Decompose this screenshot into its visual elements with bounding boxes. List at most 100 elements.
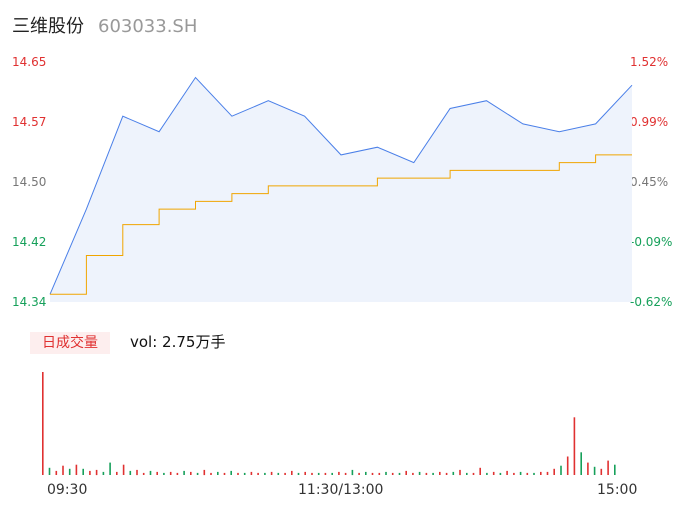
volume-bar (122, 464, 125, 475)
time-label-close: 15:00 (597, 482, 638, 498)
volume-bar (311, 472, 313, 475)
volume-bar (284, 472, 286, 475)
volume-bar (257, 472, 259, 475)
volume-bar (580, 452, 582, 475)
pct-tick-1: 0.99% (630, 115, 669, 129)
price-tick-3: 14.42 (12, 235, 47, 249)
volume-bar (513, 472, 515, 475)
volume-bar (573, 417, 576, 475)
volume-bar (163, 472, 165, 475)
volume-bar (479, 467, 481, 475)
volume-bar (250, 471, 253, 475)
volume-bar (499, 472, 502, 475)
pct-tick-0: 1.52% (630, 55, 669, 69)
volume-bar (600, 468, 603, 475)
volume-bar (566, 456, 569, 475)
volume-bar (183, 470, 185, 475)
volume-bar (371, 472, 374, 475)
pct-tick-4: -0.62% (630, 295, 673, 309)
price-tick-2: 14.50 (12, 175, 47, 189)
volume-bar (42, 372, 44, 475)
volume-bar (210, 472, 212, 475)
time-label-open: 09:30 (47, 482, 88, 498)
volume-bar (156, 471, 158, 475)
volume-bar (344, 472, 347, 475)
volume-bar (102, 471, 105, 475)
volume-bar (68, 468, 71, 475)
price-line (49, 76, 633, 295)
volume-bar (553, 468, 555, 475)
volume-bar (472, 472, 475, 475)
volume-bar (190, 471, 192, 475)
price-tick-4: 14.34 (12, 295, 47, 309)
volume-bar (270, 471, 273, 475)
volume-bar (540, 471, 542, 475)
volume-bar (560, 465, 562, 475)
price-area (50, 77, 632, 302)
volume-bar (324, 472, 327, 475)
stock-header: 三维股份 603033.SH (12, 12, 197, 40)
volume-bar (492, 471, 495, 475)
price-tick-0: 14.65 (12, 55, 47, 69)
volume-bar (459, 469, 461, 476)
volume-bar (230, 470, 232, 475)
volume-bar (304, 471, 306, 475)
volume-bar (196, 472, 199, 475)
volume-bar (149, 470, 152, 475)
volume-bar (338, 471, 340, 475)
volume-bar (142, 472, 145, 475)
volume-bar (445, 472, 448, 475)
volume-bar (391, 472, 394, 475)
stock-name: 三维股份 (12, 16, 84, 37)
volume-bar (378, 472, 381, 475)
volume-bar (297, 472, 300, 475)
volume-bar (607, 460, 609, 475)
volume-bar (587, 462, 589, 475)
pct-tick-2: 0.45% (630, 175, 669, 189)
volume-bar (452, 471, 455, 475)
stock-code: 603033.SH (98, 16, 198, 37)
volume-bar (95, 469, 98, 476)
volume-bar (116, 471, 118, 475)
volume-bar (385, 471, 387, 475)
volume-bar (365, 471, 367, 475)
volume-bar (109, 462, 111, 475)
volume-bar (405, 470, 407, 475)
volume-bar (439, 471, 441, 475)
volume-bar (129, 470, 132, 475)
volume-tag: 日成交量 (30, 332, 110, 354)
volume-bar (75, 464, 78, 475)
volume-bar (425, 472, 428, 475)
volume-bar (351, 469, 354, 476)
volume-bar (82, 468, 84, 475)
volume-bar (136, 469, 138, 476)
volume-bar (614, 464, 616, 475)
volume-bar (486, 472, 488, 475)
volume-bar (506, 470, 508, 475)
volume-bar (243, 472, 246, 475)
volume-bar (291, 470, 293, 475)
volume-bar (593, 466, 596, 475)
volume-bar (317, 472, 320, 475)
volume-bar (533, 472, 535, 475)
volume-bar (217, 471, 219, 475)
volume-bar (546, 471, 549, 475)
volume-bar (526, 472, 529, 475)
time-label-midday: 11:30/13:00 (298, 482, 384, 498)
volume-bar (223, 472, 226, 475)
volume-bar (176, 472, 179, 475)
volume-bar (277, 472, 280, 475)
volume-bar (62, 465, 64, 475)
volume-bar (264, 472, 266, 475)
pct-tick-3: -0.09% (630, 235, 673, 249)
volume-bar (418, 471, 421, 475)
volume-bar (203, 469, 206, 476)
volume-bar (432, 472, 434, 475)
volume-bar (398, 472, 401, 475)
avg-price-line (50, 154, 632, 295)
volume-bar (89, 470, 91, 475)
volume-bar (358, 472, 360, 475)
volume-bar (466, 472, 468, 475)
volume-bar (48, 467, 51, 475)
